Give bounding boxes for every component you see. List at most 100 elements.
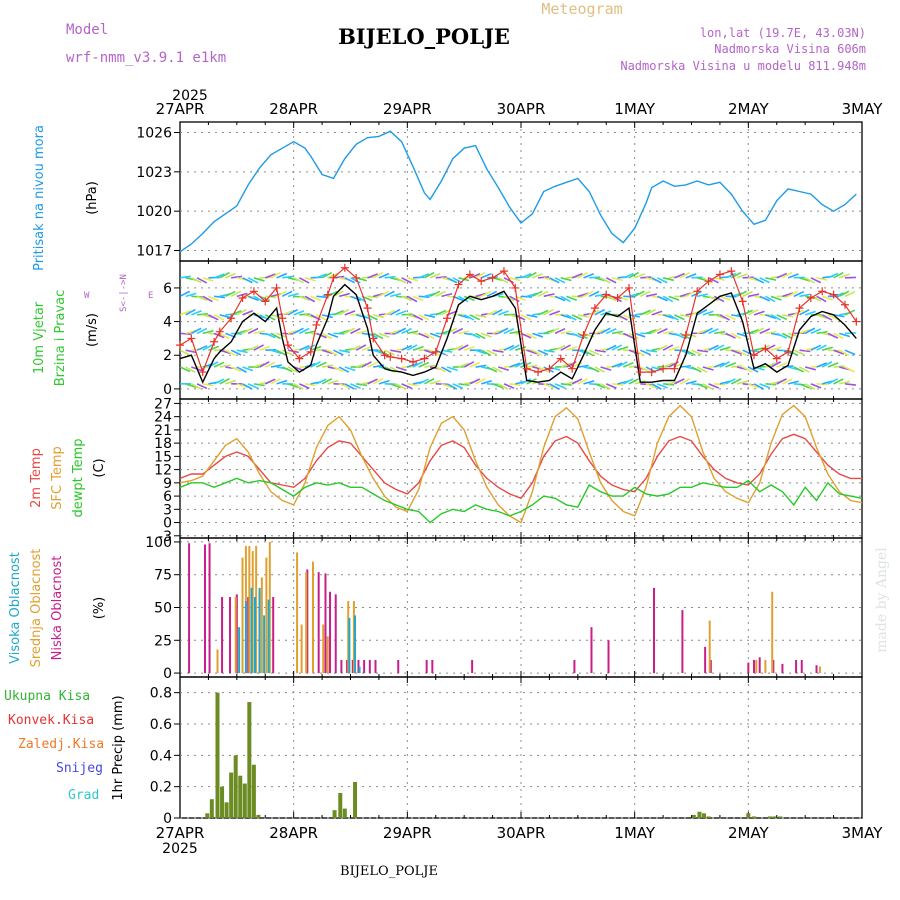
- ytick-label: 2: [163, 348, 172, 364]
- wind-barb: [213, 361, 225, 368]
- wind-barb: [321, 364, 334, 368]
- wind-barb: [276, 379, 288, 385]
- wind-barb: [753, 277, 765, 284]
- wind-barb: [390, 349, 402, 353]
- wind-barb: [452, 344, 464, 351]
- wind-barb: [810, 277, 822, 284]
- gust-marker: [329, 273, 338, 282]
- wind-barb: [520, 272, 532, 279]
- wind-barb: [554, 277, 566, 284]
- gust-marker: [704, 277, 713, 286]
- wind-barb: [253, 277, 265, 282]
- gust-marker: [522, 364, 531, 373]
- wind-barb: [662, 295, 674, 303]
- wind-barb: [782, 332, 793, 340]
- wind-barb: [401, 277, 412, 284]
- wind-barb: [191, 309, 202, 316]
- gust-marker: [340, 263, 349, 272]
- wind-barb: [441, 292, 453, 298]
- wind-barb: [492, 383, 504, 389]
- wind-barb: [418, 332, 430, 339]
- wind-barb: [281, 349, 293, 356]
- wind-barb: [640, 276, 652, 279]
- wind-barb: [418, 314, 429, 321]
- wind-barb: [827, 378, 839, 385]
- wind-barb: [765, 277, 777, 281]
- wind-barb: [236, 349, 248, 354]
- wind-barb: [384, 349, 395, 356]
- wind-barb: [713, 344, 725, 351]
- wind-barb: [242, 383, 253, 390]
- meteogram-label: Meteogram: [541, 0, 622, 18]
- wind-barb: [634, 273, 646, 279]
- wind-barb: [202, 330, 214, 335]
- wind-barb: [350, 295, 362, 302]
- wind-barb: [316, 378, 327, 385]
- wind-barb: [645, 293, 657, 298]
- wind-barb: [492, 366, 503, 373]
- gust-marker: [352, 273, 361, 282]
- ytick-label: 15: [154, 449, 172, 465]
- wind-barb: [708, 295, 719, 302]
- wind-barb: [378, 349, 390, 357]
- series-line-2-1: [179, 404, 863, 524]
- wind-barb: [196, 327, 208, 335]
- wind-barb: [372, 378, 384, 385]
- wind-barb: [196, 277, 208, 284]
- svg-text:W: W: [84, 291, 90, 301]
- wind-barb: [469, 273, 481, 279]
- wind-barb: [230, 349, 242, 356]
- precip-bar: [242, 783, 247, 818]
- precip-legend-item: Grad: [68, 788, 99, 803]
- wind-barb: [282, 275, 294, 279]
- wind-barb: [793, 290, 805, 298]
- wind-barb: [480, 349, 492, 357]
- series-line-2-2: [179, 477, 863, 524]
- wind-barb: [316, 361, 327, 368]
- gust-marker: [215, 327, 224, 336]
- wind-barb: [765, 383, 777, 386]
- wind-barb: [560, 277, 572, 282]
- wind-barb: [441, 349, 453, 353]
- gust-marker: [806, 294, 815, 303]
- wind-barb: [679, 271, 691, 279]
- wind-barb: [657, 328, 668, 335]
- series-line-0-0: [179, 130, 857, 253]
- wind-barb: [492, 349, 504, 353]
- wind-barb: [583, 290, 594, 298]
- wind-barb: [390, 292, 402, 298]
- wind-barb: [435, 366, 447, 373]
- ytick-label: 0: [163, 666, 172, 682]
- wind-barb: [270, 364, 282, 368]
- wind-barb: [662, 314, 674, 319]
- precip-bar: [238, 775, 243, 818]
- credit-text: made by Angel: [874, 547, 890, 653]
- wind-barb: [219, 332, 230, 340]
- cloud-ylabel-mid: Srednja Oblacnost: [29, 549, 44, 668]
- gust-marker: [386, 352, 395, 361]
- wind-barb: [662, 344, 674, 351]
- wind-barb: [236, 383, 248, 389]
- wind-barb: [799, 328, 811, 335]
- wind-barb: [185, 292, 197, 298]
- wind-barb: [549, 383, 560, 390]
- wind-barb: [560, 330, 572, 335]
- gust-marker: [602, 290, 611, 299]
- wind-barbs: [179, 271, 856, 390]
- wind-barb: [418, 295, 430, 299]
- elevation-text: Nadmorska Visina 606m: [714, 42, 866, 56]
- wind-barb: [333, 309, 344, 316]
- wind-barb: [384, 309, 396, 316]
- wind-barb: [435, 349, 447, 356]
- wind-barb: [753, 383, 765, 390]
- wind-barb: [179, 275, 192, 279]
- ytick-label: 75: [154, 568, 172, 584]
- wind-barb: [395, 383, 407, 390]
- wind-barb: [214, 295, 226, 299]
- wind-barb: [776, 314, 788, 321]
- ytick-label: 12: [154, 463, 172, 479]
- wind-barb: [702, 310, 714, 316]
- wind-barb: [679, 292, 691, 298]
- wind-barb: [770, 361, 782, 368]
- wind-barb: [622, 314, 634, 321]
